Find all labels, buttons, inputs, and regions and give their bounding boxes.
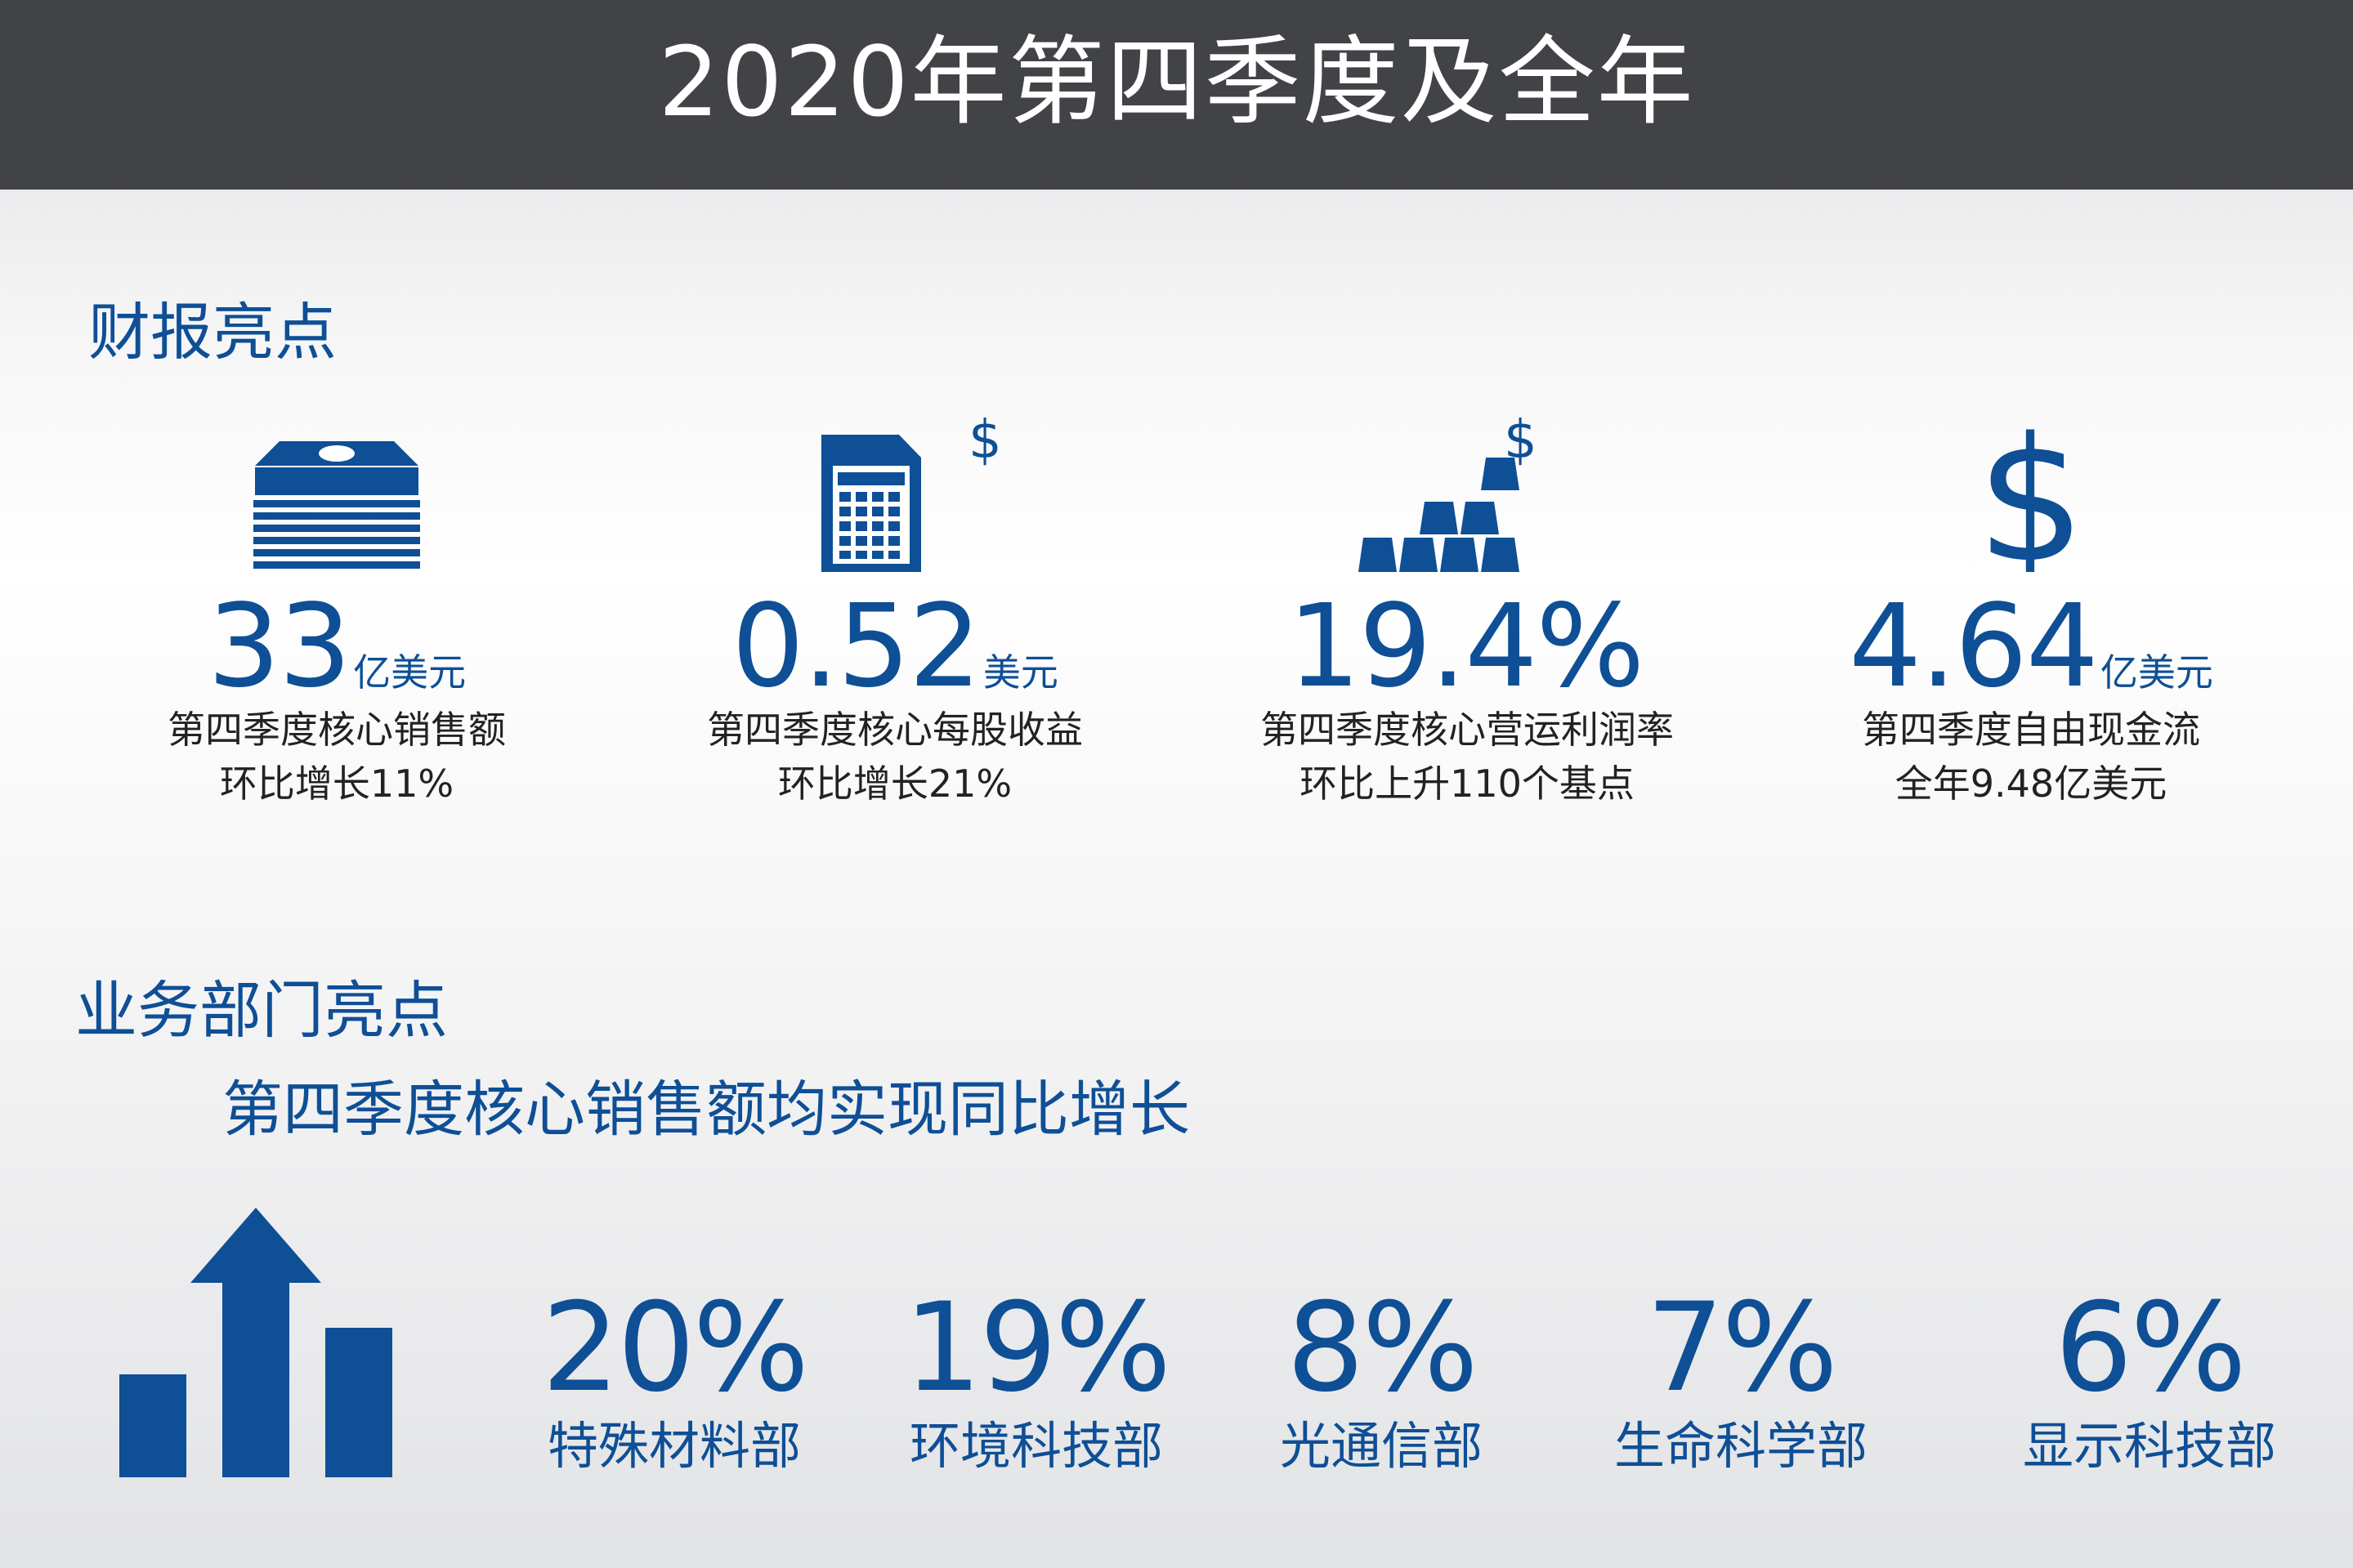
metric-value: 4.64 (1849, 580, 2099, 713)
department-name: 光通信部 (1279, 1416, 1483, 1476)
metric-operating-margin: $ 19.4% 第四季度核心营运利润率 环比上升110个基点 (1206, 409, 1729, 811)
calculator-dollar-icon: $ (633, 409, 1156, 572)
financial-heading: 财报亮点 (88, 296, 337, 369)
business-heading: 业务部门亮点 (75, 974, 448, 1047)
metric-desc-line2: 环比上升110个基点 (1300, 762, 1635, 806)
svg-text:$: $ (1504, 410, 1537, 471)
department-pct: 20% (541, 1277, 809, 1419)
svg-text:$: $ (1976, 409, 2086, 572)
money-stack-icon (75, 409, 598, 572)
metric-unit: 亿美元 (353, 650, 467, 695)
metric-core-sales: 33亿美元 第四季度核心销售额 环比增长11% (75, 409, 598, 811)
metric-core-eps: $ 0.52美元 第四季度核心每股收益 环比增长21% (633, 409, 1156, 811)
department-name: 显示科技部 (2022, 1416, 2276, 1476)
department-name: 生命科学部 (1613, 1416, 1868, 1476)
metric-unit: 亿美元 (2100, 650, 2213, 695)
department-pct: 7% (1646, 1277, 1838, 1419)
department-item: 20% 特殊材料部 (503, 1283, 846, 1479)
metric-desc-line2: 全年9.48亿美元 (1894, 762, 2167, 806)
metric-desc-line1: 第四季度核心销售额 (168, 708, 506, 752)
department-name: 环境科技部 (909, 1416, 1163, 1476)
business-subheading: 第四季度核心销售额均实现同比增长 (222, 1074, 1190, 1145)
metric-desc-line1: 第四季度核心营运利润率 (1260, 708, 1674, 752)
department-item: 7% 生命科学部 (1569, 1283, 1912, 1479)
header-bar (0, 0, 2353, 190)
department-pct: 6% (2055, 1277, 2247, 1419)
dollar-sign-icon: $ (1769, 409, 2293, 572)
metric-desc-line2: 环比增长21% (777, 762, 1013, 806)
metric-value: 0.52 (731, 580, 982, 713)
metric-free-cash-flow: $ 4.64亿美元 第四季度自由现金流 全年9.48亿美元 (1769, 409, 2293, 811)
metric-unit: 美元 (982, 650, 1058, 695)
growth-bars-icon (114, 1201, 400, 1479)
metric-value: 19.4% (1287, 580, 1645, 713)
department-pct: 8% (1286, 1277, 1478, 1419)
department-name: 特殊材料部 (547, 1416, 801, 1476)
page-title: 2020年第四季度及全年 (658, 25, 1695, 138)
metric-value: 33 (207, 580, 351, 713)
gold-bars-dollar-icon: $ (1206, 409, 1729, 572)
metric-desc-line1: 第四季度自由现金流 (1862, 708, 2200, 752)
department-item: 6% 显示科技部 (1978, 1283, 2321, 1479)
svg-text:$: $ (968, 410, 1002, 471)
metric-desc-line2: 环比增长11% (219, 762, 454, 806)
department-item: 19% 环境科技部 (865, 1283, 1208, 1479)
metric-desc-line1: 第四季度核心每股收益 (707, 708, 1083, 752)
department-item: 8% 光通信部 (1210, 1283, 1553, 1479)
department-pct: 19% (903, 1277, 1171, 1419)
